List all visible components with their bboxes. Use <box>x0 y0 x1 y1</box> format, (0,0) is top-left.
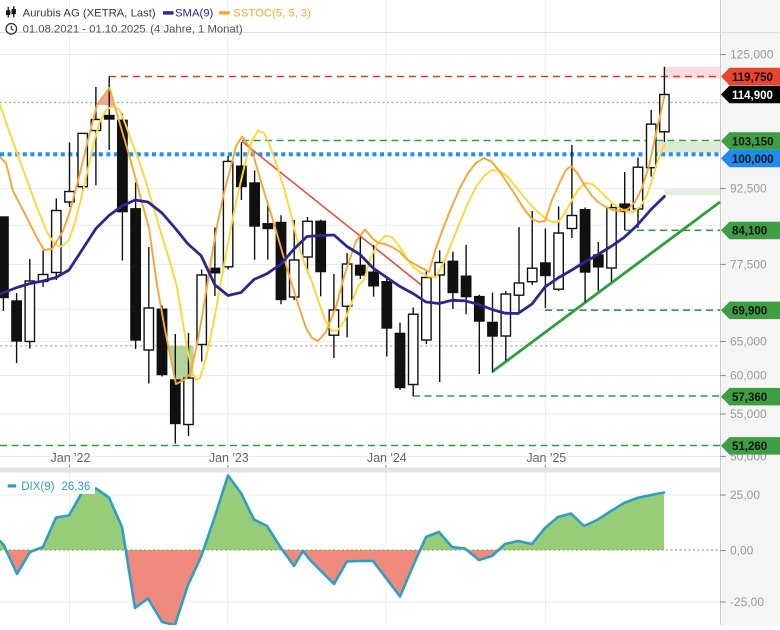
svg-text:84,100: 84,100 <box>732 226 767 238</box>
svg-text:119,750: 119,750 <box>732 72 773 84</box>
svg-text:103,150: 103,150 <box>732 136 774 148</box>
svg-text:77,500: 77,500 <box>730 258 767 272</box>
svg-text:SMA(9): SMA(9) <box>175 8 214 20</box>
svg-text:SSTOC(5, 5, 3): SSTOC(5, 5, 3) <box>233 8 311 20</box>
svg-text:57,360: 57,360 <box>732 392 767 404</box>
svg-text:(4 Jahre, 1 Monat): (4 Jahre, 1 Monat) <box>150 24 243 36</box>
svg-text:114,900: 114,900 <box>732 90 773 102</box>
svg-text:100,000: 100,000 <box>732 154 774 166</box>
svg-text:DIX(9): DIX(9) <box>21 481 54 493</box>
svg-text:Jan '25: Jan '25 <box>526 451 566 465</box>
svg-text:0,00: 0,00 <box>730 544 754 558</box>
svg-text:Jan '22: Jan '22 <box>51 451 91 465</box>
svg-text:69,900: 69,900 <box>732 306 767 318</box>
svg-text:92,500: 92,500 <box>730 182 767 196</box>
svg-text:25,00: 25,00 <box>730 488 760 502</box>
svg-text:Jan '24: Jan '24 <box>367 451 407 465</box>
svg-text:51,260: 51,260 <box>732 441 767 453</box>
svg-text:55,000: 55,000 <box>730 407 767 421</box>
svg-text:Jan '23: Jan '23 <box>209 451 249 465</box>
svg-text:125,000: 125,000 <box>730 48 774 62</box>
svg-text:60,000: 60,000 <box>730 369 767 383</box>
svg-text:01.08.2021 - 01.10.2025: 01.08.2021 - 01.10.2025 <box>23 24 146 36</box>
svg-text:65,000: 65,000 <box>730 335 767 349</box>
svg-text:26,36: 26,36 <box>62 481 91 493</box>
svg-text:-25,00: -25,00 <box>730 595 764 609</box>
svg-text:Aurubis AG (XETRA, Last): Aurubis AG (XETRA, Last) <box>23 8 156 20</box>
